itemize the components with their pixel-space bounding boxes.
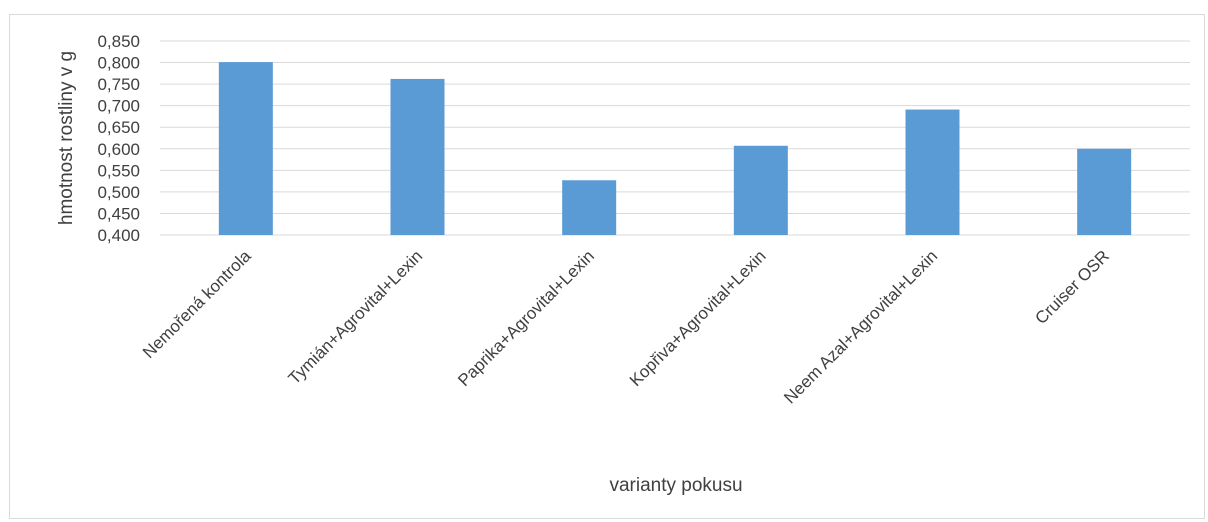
y-tick-label: 0,450 [97, 204, 140, 223]
y-tick-label: 0,500 [97, 183, 140, 202]
x-tick-labels: Nemořená kontrola Tymián+Agrovital+Lexin P… [139, 246, 1113, 407]
x-tick-label: Tymián+Agrovital+Lexin [285, 246, 427, 388]
bar [218, 62, 273, 235]
x-tick-label: Nemořená kontrola [139, 246, 255, 362]
y-axis-title: hmotnost rostliny v g [56, 51, 77, 225]
bar [733, 145, 788, 235]
y-tick-label: 0,750 [97, 75, 140, 94]
y-tick-label: 0,800 [97, 54, 140, 73]
bar [905, 109, 960, 235]
y-tick-label: 0,400 [97, 226, 140, 245]
y-tick-label: 0,550 [97, 161, 140, 180]
bar [390, 78, 445, 235]
chart-frame [9, 14, 1205, 519]
bar [1077, 148, 1132, 235]
x-axis-title: varianty pokusu [609, 475, 742, 496]
y-tick-label: 0,600 [97, 140, 140, 159]
y-tick-label: 0,850 [97, 32, 140, 51]
y-tick-labels: 0,400 0,450 0,500 0,550 0,600 0,650 0,700 0,750… [97, 32, 140, 245]
x-tick-label: Kopřiva+Agrovital+Lexin [626, 246, 770, 390]
y-tick-label: 0,700 [97, 97, 140, 116]
bars [218, 62, 1132, 235]
y-tick-label: 0,650 [97, 118, 140, 137]
bar [562, 180, 617, 235]
gridlines [160, 40, 1190, 236]
x-tick-label: Neem Azal+Agrovital+Lexin [780, 246, 941, 407]
x-tick-label: Cruiser OSR [1031, 246, 1113, 328]
x-tick-label: Paprika+Agrovital+Lexin [454, 246, 598, 390]
